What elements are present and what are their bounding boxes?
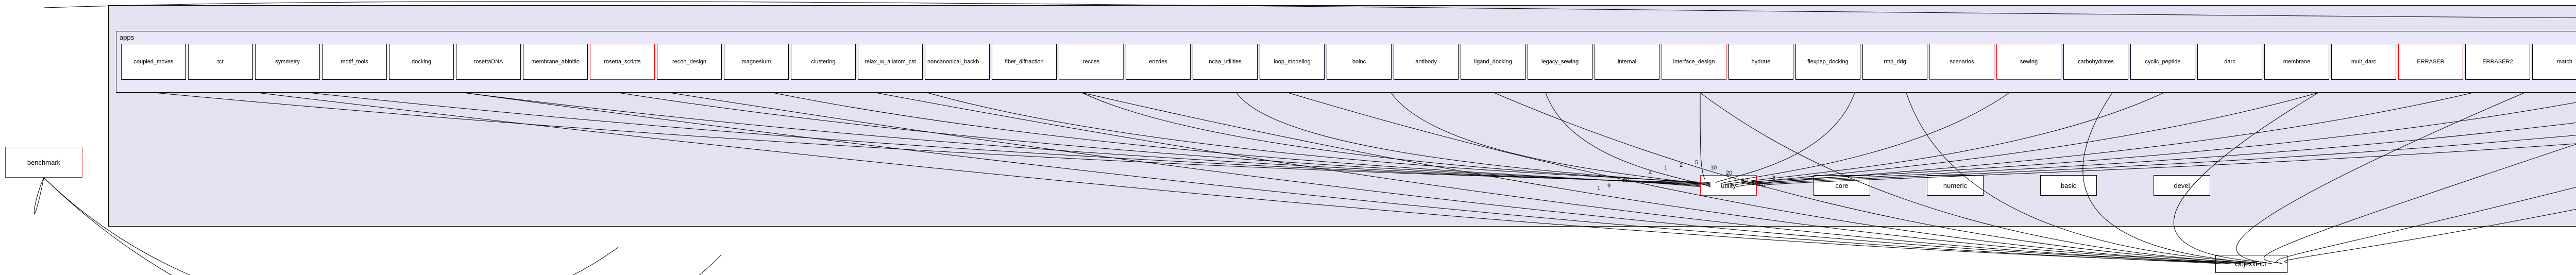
edge-weight-label: 20	[1726, 170, 1732, 176]
edge-weight-label: 1	[1664, 165, 1667, 171]
edge-weight-label: 500	[1752, 180, 1761, 186]
edge-weight-label: 10	[1710, 165, 1717, 171]
edge-weight-label: 6	[1762, 183, 1765, 189]
edge-lines	[0, 0, 2576, 275]
dependency-graph: apps benchmark public coupled_movestcrsy…	[0, 0, 2576, 275]
edge-weight-label: 30	[1741, 178, 1748, 184]
edge-weight-label: 8	[1772, 175, 1775, 181]
edge-weight-label: 4	[1649, 170, 1652, 176]
edge-weight-label: 2	[1680, 162, 1683, 168]
edge-weight-label: 5	[1695, 160, 1698, 166]
edge-weight-label: 1	[1597, 185, 1600, 192]
edge-weight-label: 9	[1607, 183, 1611, 189]
edge-weight-label: 29	[1623, 178, 1629, 184]
